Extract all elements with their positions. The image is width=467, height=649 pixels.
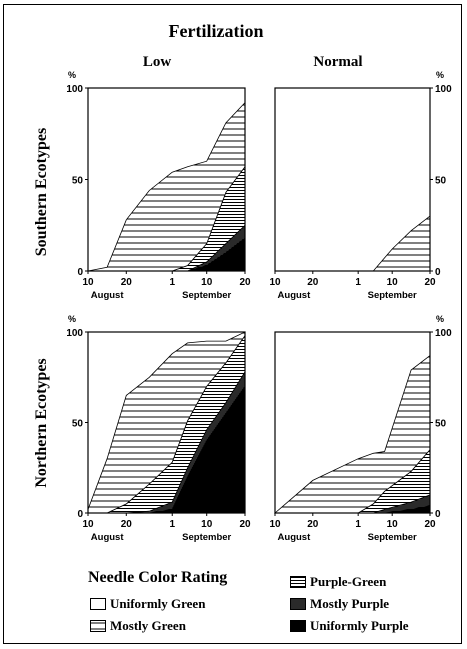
y-tick-label: 0 [77,267,83,278]
x-tick-label: 20 [307,519,319,530]
figure-title: Fertilization [169,21,264,41]
figure-frame [3,4,462,644]
x-tick-label: 10 [82,277,94,288]
x-tick-label: 20 [121,519,133,530]
y-tick-label: 50 [435,176,447,187]
chart-panel-2: 0 50 100% 10 20 1 10 20 August September [269,70,452,301]
x-tick-label: 10 [82,519,94,530]
y-tick-label: 100 [435,84,452,95]
x-tick-label: 10 [201,519,213,530]
x-tick-label: 20 [424,519,436,530]
chart-panel-3: 0 50 100% 10 20 1 10 20 August September [66,314,251,543]
x-tick-label: 20 [121,277,133,288]
area-mostly-green [275,215,431,272]
percent-label: % [436,70,444,80]
column-label-low: Low [143,54,172,70]
percent-label: % [436,314,444,324]
x-month-label: September [368,532,417,543]
x-month-label: September [182,532,231,543]
percent-label: % [68,314,76,324]
x-month-label: September [182,290,231,301]
percent-label: % [68,70,76,80]
x-tick-label: 10 [269,519,281,530]
y-tick-label: 100 [66,328,83,339]
x-tick-label: 10 [387,277,399,288]
x-tick-label: 10 [269,277,281,288]
x-tick-label: 10 [387,519,399,530]
y-tick-label: 50 [72,176,84,187]
row-label-northern: Northern Ecotypes [33,358,50,487]
y-tick-label: 0 [435,267,441,278]
y-tick-label: 0 [435,509,441,520]
y-tick-label: 100 [435,328,452,339]
row-label-southern: Southern Ecotypes [33,128,50,256]
x-month-label: August [278,532,312,543]
y-tick-label: 50 [72,419,84,430]
x-tick-label: 1 [355,519,361,530]
x-tick-label: 1 [169,519,175,530]
x-month-label: August [91,290,125,301]
x-month-label: August [278,290,312,301]
x-tick-label: 20 [307,277,319,288]
x-tick-label: 20 [239,277,251,288]
chart-panel-1: 0 50 100% 10 20 1 10 20 August September [66,70,251,301]
y-tick-label: 100 [66,84,83,95]
column-label-normal: Normal [313,54,362,70]
y-tick-label: 0 [77,509,83,520]
chart-panel-4: 0 50 100% 10 20 1 10 20 August September [269,314,452,543]
x-tick-label: 10 [201,277,213,288]
x-tick-label: 20 [239,519,251,530]
x-tick-label: 20 [424,277,436,288]
x-tick-label: 1 [355,277,361,288]
x-month-label: August [91,532,125,543]
x-month-label: September [368,290,417,301]
x-tick-label: 1 [169,277,175,288]
y-tick-label: 50 [435,419,447,430]
